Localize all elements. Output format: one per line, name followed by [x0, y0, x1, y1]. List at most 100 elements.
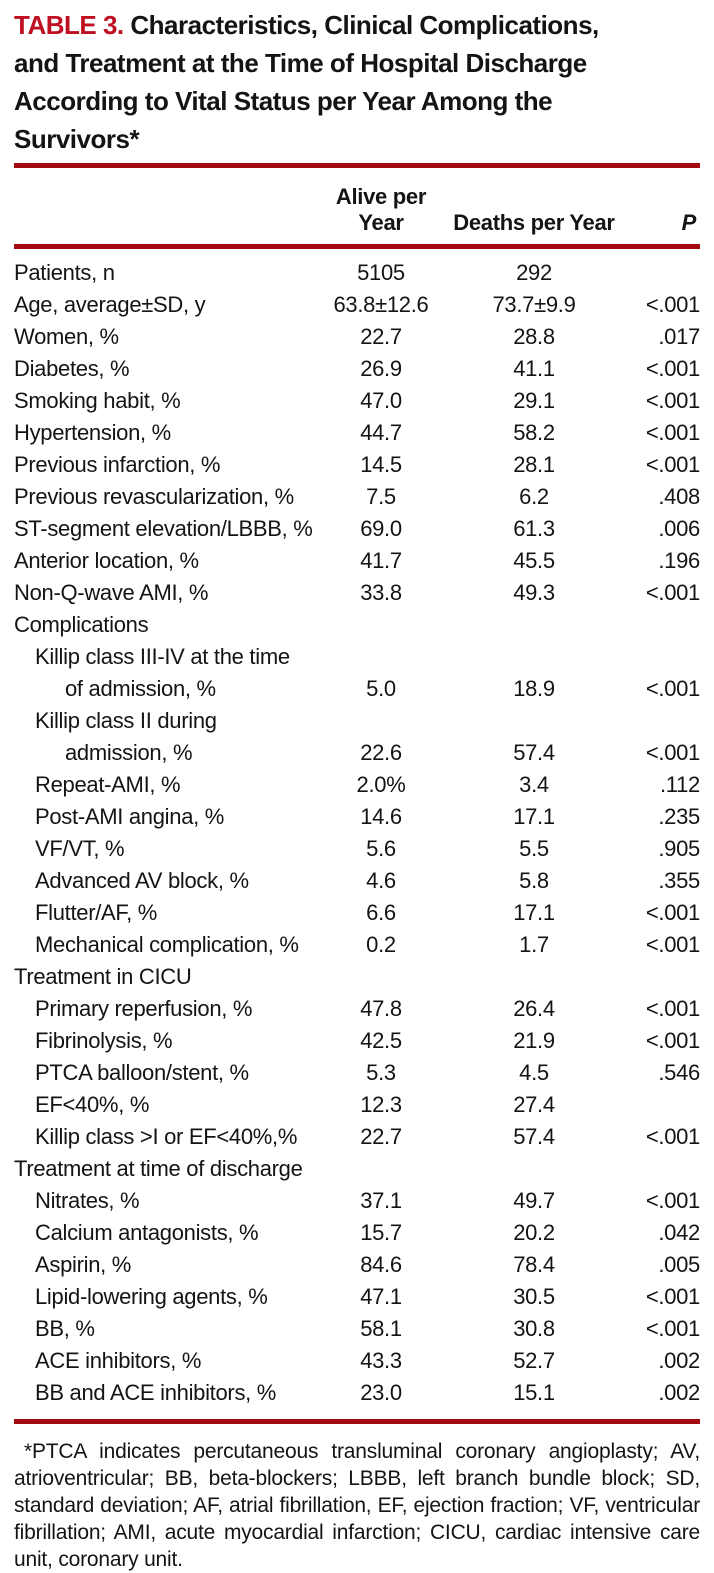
deaths-value: 41.1 — [513, 356, 555, 381]
alive-value: 5105 — [357, 260, 405, 285]
row-label: Killip class >I or EF<40%,% — [35, 1124, 298, 1149]
top-rule — [14, 163, 700, 168]
alive-value: 47.1 — [360, 1284, 402, 1309]
table-row: Aspirin, % 84.6 78.4 .005 — [14, 1249, 700, 1281]
header-rule — [14, 244, 700, 249]
alive-value: 2.0% — [356, 772, 406, 797]
p-value: <.001 — [645, 452, 700, 477]
table-title-text: Characteristics, Clinical Complications,… — [14, 10, 599, 154]
deaths-value: 292 — [516, 260, 552, 285]
table-row: Hypertension, % 44.7 58.2 <.001 — [14, 417, 700, 449]
table-footnote: *PTCA indicates percutaneous translumina… — [14, 1440, 700, 1571]
alive-value: 7.5 — [366, 484, 396, 509]
row-label: VF/VT, % — [35, 836, 125, 861]
p-value: <.001 — [645, 932, 700, 957]
p-value: <.001 — [645, 900, 700, 925]
header-deaths-per-year: Deaths per Year — [453, 210, 615, 235]
table-row: Treatment in CICU — [14, 961, 700, 993]
p-value: .112 — [660, 772, 700, 797]
p-value: <.001 — [645, 420, 700, 445]
table-row: VF/VT, % 5.6 5.5 .905 — [14, 833, 700, 865]
deaths-value: 5.5 — [519, 836, 549, 861]
table-row: Nitrates, % 37.1 49.7 <.001 — [14, 1185, 700, 1217]
header-alive-per-year: Alive per Year — [335, 184, 427, 235]
table-row: Killip class III-IV at the time of admiss… — [14, 641, 700, 705]
p-value: <.001 — [645, 1316, 700, 1341]
alive-value: 37.1 — [360, 1188, 402, 1213]
deaths-value: 21.9 — [513, 1028, 555, 1053]
p-value: <.001 — [645, 676, 700, 701]
table-row: Smoking habit, % 47.0 29.1 <.001 — [14, 385, 700, 417]
header-p-value: P — [681, 210, 697, 235]
row-label: Killip class II during admission, % — [35, 708, 217, 765]
p-value: .002 — [658, 1380, 700, 1405]
row-label: Previous revascularization, % — [14, 484, 294, 509]
alive-value: 22.7 — [360, 324, 402, 349]
table-row: EF<40%, % 12.3 27.4 — [14, 1089, 700, 1121]
deaths-value: 4.5 — [519, 1060, 549, 1085]
alive-value: 5.3 — [366, 1060, 396, 1085]
alive-value: 22.7 — [360, 1124, 402, 1149]
row-label: Complications — [14, 612, 149, 637]
alive-value: 23.0 — [360, 1380, 402, 1405]
p-value: <.001 — [645, 580, 700, 605]
deaths-value: 26.4 — [513, 996, 555, 1021]
deaths-value: 52.7 — [513, 1348, 555, 1373]
p-value: <.001 — [645, 1284, 700, 1309]
row-label: Fibrinolysis, % — [35, 1028, 173, 1053]
row-label: Repeat-AMI, % — [35, 772, 181, 797]
deaths-value: 20.2 — [513, 1220, 555, 1245]
row-label: Mechanical complication, % — [35, 932, 299, 957]
deaths-value: 18.9 — [513, 676, 555, 701]
table-row: Anterior location, % 41.7 45.5 .196 — [14, 545, 700, 577]
p-value: .546 — [658, 1060, 700, 1085]
table-row: Previous revascularization, % 7.5 6.2 .408 — [14, 481, 700, 513]
table-row: Non-Q-wave AMI, % 33.8 49.3 <.001 — [14, 577, 700, 609]
table-row: Lipid-lowering agents, % 47.1 30.5 <.001 — [14, 1281, 700, 1313]
row-label: Primary reperfusion, % — [35, 996, 253, 1021]
table-row: Fibrinolysis, % 42.5 21.9 <.001 — [14, 1025, 700, 1057]
p-value: .006 — [658, 516, 700, 541]
alive-value: 14.6 — [360, 804, 402, 829]
row-label: Non-Q-wave AMI, % — [14, 580, 209, 605]
deaths-value: 28.1 — [513, 452, 555, 477]
deaths-value: 30.8 — [513, 1316, 555, 1341]
table-row: Patients, n 5105 292 — [14, 257, 700, 289]
table-row: Flutter/AF, % 6.6 17.1 <.001 — [14, 897, 700, 929]
alive-value: 5.0 — [366, 676, 396, 701]
table-row: Previous infarction, % 14.5 28.1 <.001 — [14, 449, 700, 481]
table-title: TABLE 3. Characteristics, Clinical Compl… — [14, 6, 700, 158]
p-value: <.001 — [645, 1188, 700, 1213]
p-value: .196 — [658, 548, 700, 573]
row-label: Lipid-lowering agents, % — [35, 1284, 268, 1309]
alive-value: 5.6 — [366, 836, 396, 861]
table-row: ST-segment elevation/LBBB, % 69.0 61.3 .006 — [14, 513, 700, 545]
row-label: Aspirin, % — [35, 1252, 132, 1277]
row-label: Previous infarction, % — [14, 452, 221, 477]
alive-value: 33.8 — [360, 580, 402, 605]
row-label: Diabetes, % — [14, 356, 130, 381]
p-value: .408 — [658, 484, 700, 509]
row-label: PTCA balloon/stent, % — [35, 1060, 249, 1085]
table-row: ACE inhibitors, % 43.3 52.7 .002 — [14, 1345, 700, 1377]
deaths-value: 49.3 — [513, 580, 555, 605]
row-label: Post-AMI angina, % — [35, 804, 225, 829]
deaths-value: 57.4 — [513, 740, 555, 765]
alive-value: 84.6 — [360, 1252, 402, 1277]
table-row: Killip class >I or EF<40%,% 22.7 57.4 <.001 — [14, 1121, 700, 1153]
row-label: Age, average±SD, y — [14, 292, 206, 317]
deaths-value: 27.4 — [513, 1092, 555, 1117]
row-label: Nitrates, % — [35, 1188, 140, 1213]
row-label: Patients, n — [14, 260, 115, 285]
table-row: Repeat-AMI, % 2.0% 3.4 .112 — [14, 769, 700, 801]
table-row: Diabetes, % 26.9 41.1 <.001 — [14, 353, 700, 385]
row-label: Advanced AV block, % — [35, 868, 249, 893]
alive-value: 69.0 — [360, 516, 402, 541]
table-body: Patients, n 5105 292 Age, average±SD, y 63.8… — [14, 249, 700, 1419]
table-row: Advanced AV block, % 4.6 5.8 .355 — [14, 865, 700, 897]
p-value: <.001 — [645, 1124, 700, 1149]
alive-value: 63.8±12.6 — [333, 292, 429, 317]
table-row: BB and ACE inhibitors, % 23.0 15.1 .002 — [14, 1377, 700, 1409]
row-label: ACE inhibitors, % — [35, 1348, 202, 1373]
deaths-value: 17.1 — [513, 804, 555, 829]
